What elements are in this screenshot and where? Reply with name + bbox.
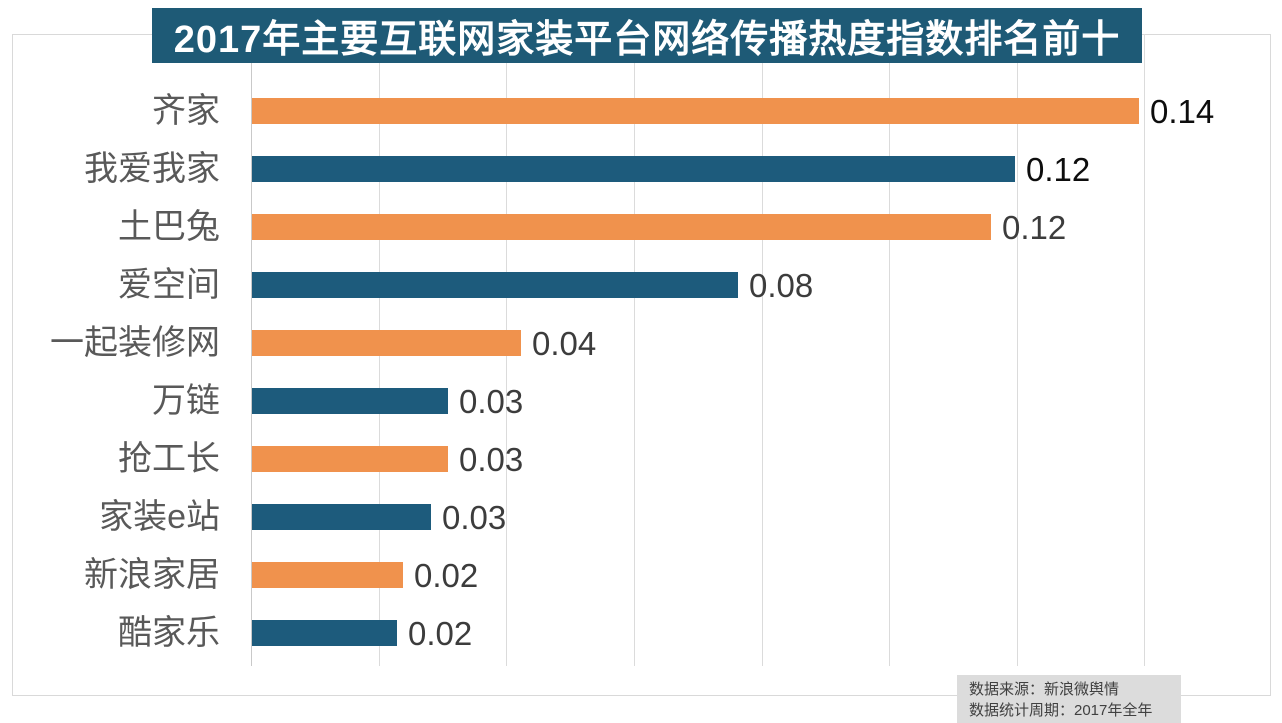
chart-title: 2017年主要互联网家装平台网络传播热度指数排名前十 [152,8,1142,63]
plot-border [12,34,1271,696]
bar [252,98,1139,124]
value-label: 0.12 [1002,209,1067,246]
y-axis-line [251,34,252,666]
gridline [1017,34,1018,666]
bar [252,272,738,298]
category-label: 家装e站 [99,498,220,536]
gridline [634,34,635,666]
value-label: 0.12 [1026,151,1091,188]
bar [252,620,397,646]
value-label: 0.02 [408,615,473,652]
bar [252,562,403,588]
category-label: 万链 [152,382,220,420]
value-label: 0.14 [1150,93,1215,130]
source-line-datasource: 数据来源：新浪微舆情 [969,681,1120,698]
category-label: 抢工长 [118,440,220,478]
category-label: 爱空间 [118,266,220,304]
gridline [762,34,763,666]
category-label: 土巴兔 [118,208,220,246]
bar [252,504,431,530]
value-label: 0.08 [749,267,814,304]
category-label: 一起装修网 [50,324,220,362]
category-label: 我爱我家 [84,150,220,188]
bar [252,330,521,356]
value-label: 0.02 [414,557,479,594]
value-label: 0.03 [459,383,524,420]
value-label: 0.03 [442,499,507,536]
gridline [1144,34,1145,666]
bar [252,214,991,240]
bar [252,388,448,414]
bar [252,446,448,472]
source-box: 数据来源：新浪微舆情 数据统计周期：2017年全年 [957,675,1181,723]
value-label: 0.04 [532,325,597,362]
category-label: 新浪家居 [84,556,220,594]
value-label: 0.03 [459,441,524,478]
source-line-period: 数据统计周期：2017年全年 [969,702,1153,719]
category-label: 齐家 [152,92,220,130]
bar [252,156,1015,182]
category-label: 酷家乐 [118,614,220,652]
gridline [889,34,890,666]
